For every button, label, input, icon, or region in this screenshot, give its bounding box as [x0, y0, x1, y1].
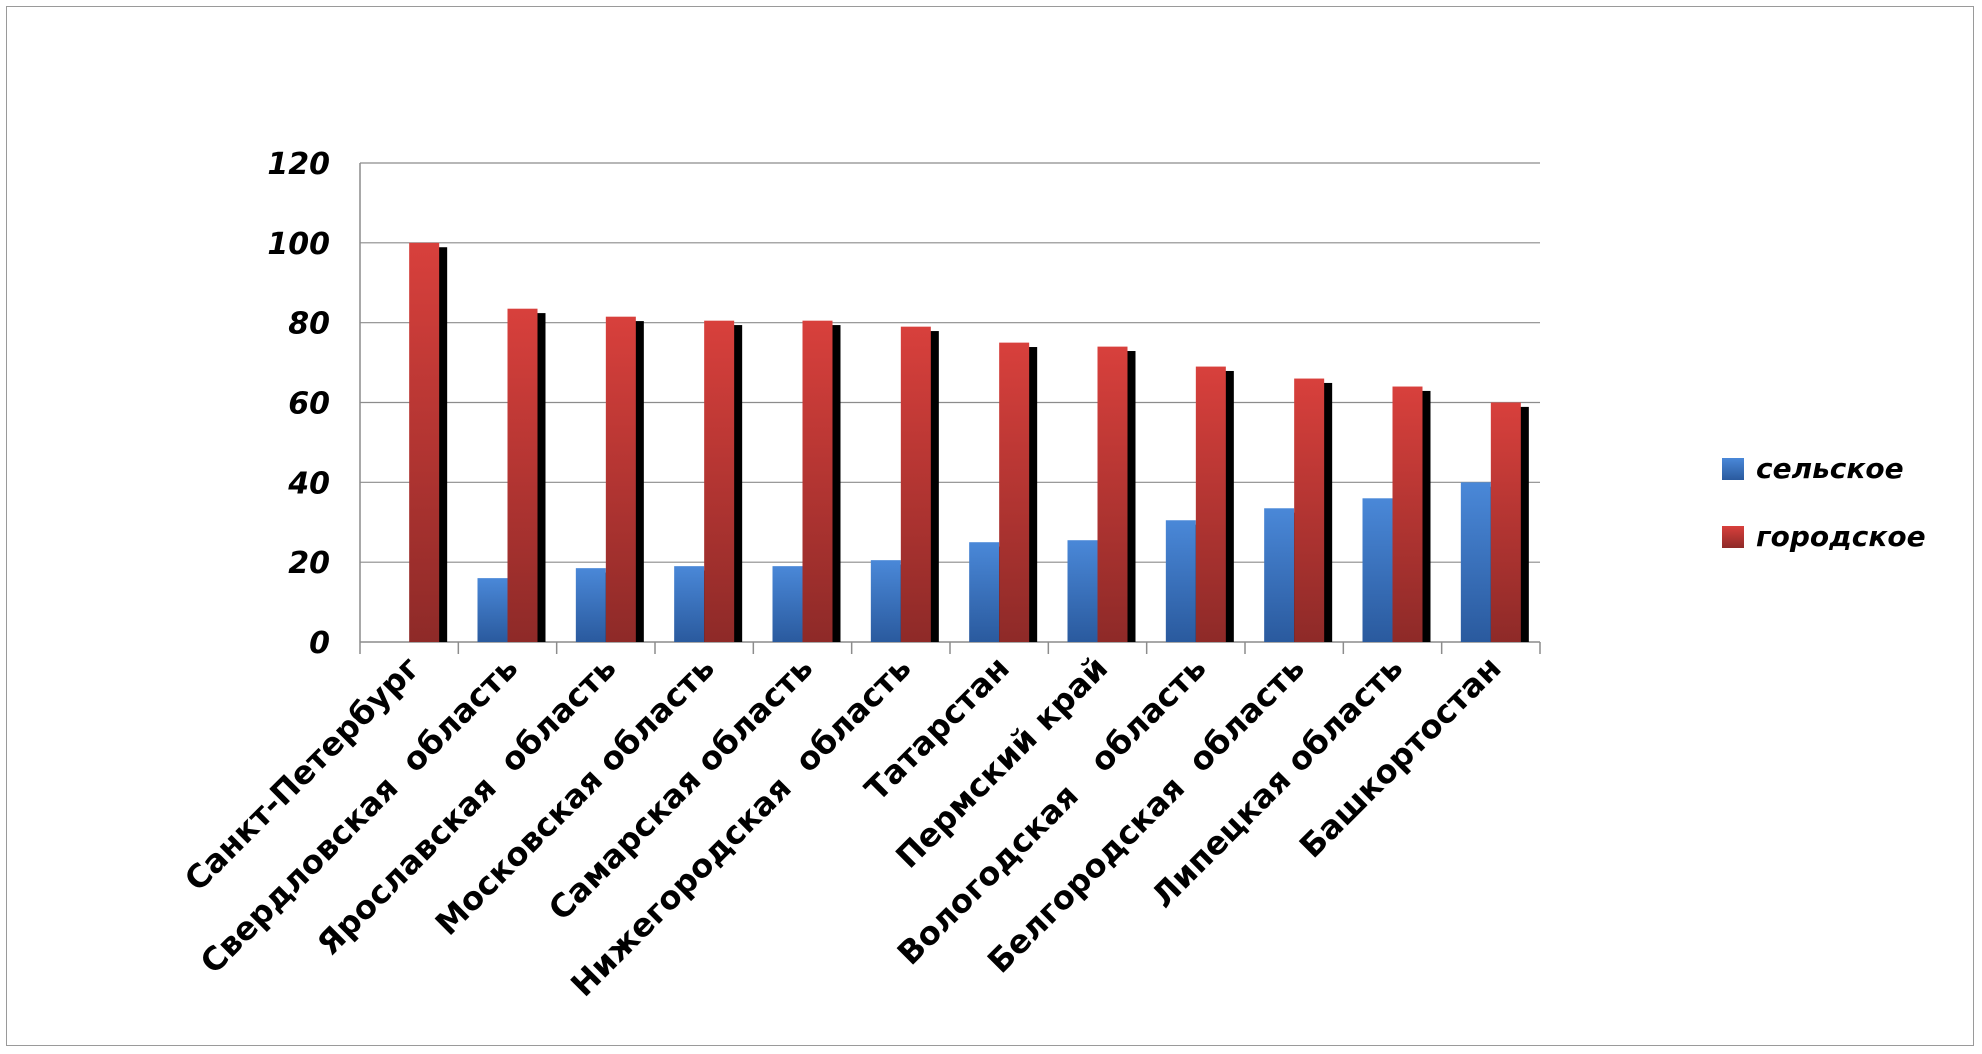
bar-rural — [772, 566, 803, 642]
legend-swatch — [1722, 458, 1744, 480]
legend-label: сельское — [1756, 452, 1904, 485]
bar-urban — [900, 326, 931, 642]
y-tick-label: 60 — [288, 387, 330, 422]
bar-urban — [605, 316, 636, 642]
y-tick-label: 0 — [309, 626, 330, 661]
bar-urban — [1294, 378, 1325, 642]
bar-rural — [870, 560, 901, 642]
bar-rural — [477, 578, 508, 642]
y-tick-label: 100 — [267, 227, 330, 262]
bar-urban — [1097, 346, 1128, 642]
y-tick-label: 120 — [267, 147, 330, 182]
bar-urban — [409, 242, 440, 643]
bar-urban — [704, 320, 735, 642]
legend: сельское городское — [1722, 452, 1926, 553]
bar-urban — [1392, 386, 1423, 642]
bar-rural — [1264, 508, 1295, 642]
bar-urban — [1490, 402, 1521, 642]
bar-rural — [1362, 498, 1393, 642]
y-tick-label: 80 — [288, 307, 330, 342]
gridlines — [360, 162, 1540, 563]
bar-rural — [969, 542, 1000, 642]
bar-rural — [1067, 540, 1098, 642]
legend-label: городское — [1756, 520, 1926, 553]
bars — [409, 242, 1529, 643]
bar-urban — [1195, 366, 1226, 642]
y-tick-label: 40 — [287, 466, 330, 501]
bar-rural — [674, 566, 705, 642]
bar-rural — [575, 568, 606, 642]
bar-urban — [802, 320, 833, 642]
y-tick-label: 20 — [288, 546, 330, 581]
bar-urban — [999, 342, 1030, 642]
bar-rural — [1460, 482, 1491, 642]
y-tick-labels: 0 20 40 60 80 100 120 — [267, 147, 330, 661]
bar-rural — [1165, 520, 1196, 642]
bar-urban — [507, 308, 538, 642]
axes — [359, 163, 1541, 654]
legend-swatch — [1722, 526, 1744, 548]
chart-frame — [6, 6, 1974, 1046]
